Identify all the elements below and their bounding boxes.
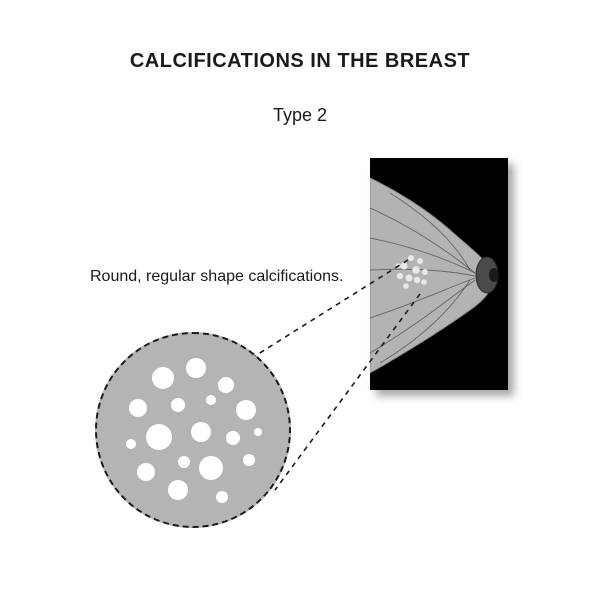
subtitle: Type 2 <box>0 105 600 126</box>
overlay-svg <box>0 0 600 600</box>
title: CALCIFICATIONS IN THE BREAST <box>0 50 600 73</box>
description: Round, regular shape calcifications. <box>90 268 343 286</box>
mammogram-svg <box>370 158 508 390</box>
magnified-circle <box>95 332 291 528</box>
mammogram-panel <box>370 158 508 390</box>
